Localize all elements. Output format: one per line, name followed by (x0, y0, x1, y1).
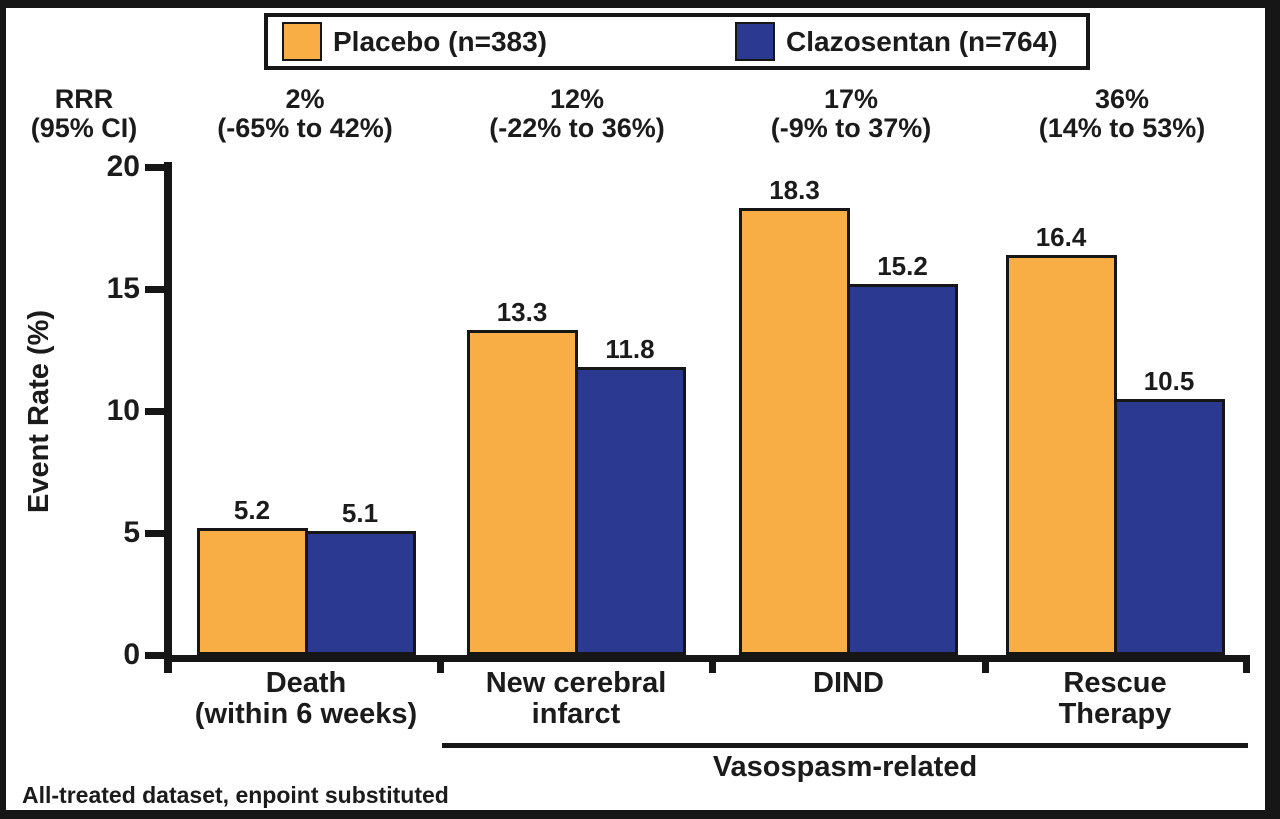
y-axis-tick-label: 20 (106, 150, 140, 183)
y-axis-tick-label: 10 (106, 394, 140, 427)
category-label: DIND (813, 667, 884, 699)
vasospasm-bracket-line (442, 743, 1248, 748)
rrr-pct: 36% (1094, 84, 1150, 114)
y-axis-tick (145, 408, 165, 415)
y-axis-tick (145, 530, 165, 537)
rrr-pct: 2% (285, 84, 325, 114)
bar-clazosentan: 11.8 (574, 334, 686, 655)
y-axis-tick (145, 164, 165, 171)
footnote: All-treated dataset, enpoint substituted (22, 782, 449, 808)
y-axis-tick-label: 0 (123, 638, 140, 671)
x-axis-line (164, 655, 1250, 662)
bar-value-label: 5.1 (341, 497, 379, 528)
bar-value-label: 13.3 (496, 297, 548, 328)
x-axis-tick (1243, 655, 1250, 673)
bar-group: 13.3 11.8 (440, 167, 712, 655)
y-axis-tick (145, 286, 165, 293)
rrr-ci: (14% to 53%) (1038, 113, 1206, 143)
y-axis-title-box: Event Rate (%) (14, 167, 66, 655)
y-axis-tick-label: 5 (123, 516, 140, 549)
bar-value-label: 18.3 (769, 175, 820, 206)
legend-label-placebo: Placebo (n=383) (333, 25, 547, 57)
bar-group: 5.2 5.1 (172, 167, 440, 655)
category-label: Rescue Therapy (1058, 667, 1172, 730)
rrr-header-line1: RRR (54, 84, 114, 114)
rrr-ci: (-9% to 37%) (770, 113, 932, 143)
legend-label-clazosentan: Clazosentan (n=764) (786, 25, 1058, 57)
rrr-value-death: 2% (-65% to 42%) (159, 85, 451, 143)
y-axis-title: Event Rate (%) (23, 309, 56, 513)
y-axis-tick-label: 15 (106, 272, 140, 305)
rrr-value-dind: 17% (-9% to 37%) (705, 85, 997, 143)
rrr-header: RRR (95% CI) (8, 85, 160, 143)
rrr-header-line2: (95% CI) (30, 113, 138, 143)
category-label: Death (within 6 weeks) (194, 667, 418, 730)
bar-value-label: 5.2 (233, 495, 271, 526)
legend-item-clazosentan: Clazosentan (n=764) (735, 17, 1058, 66)
rrr-pct: 12% (549, 84, 605, 114)
bar-clazosentan: 15.2 (847, 251, 958, 655)
rrr-value-new-cerebral-infarct: 12% (-22% to 36%) (431, 85, 723, 143)
rrr-ci: (-65% to 42%) (217, 113, 393, 143)
bar-value-label: 10.5 (1143, 365, 1195, 396)
x-axis-tick (709, 655, 716, 673)
bar-value-label: 16.4 (1035, 221, 1087, 252)
rrr-value-rescue-therapy: 36% (14% to 53%) (976, 84, 1265, 143)
legend: Placebo (n=383) Clazosentan (n=764) (264, 13, 1090, 70)
bar-placebo: 18.3 (739, 175, 850, 655)
bar-value-label: 15.2 (877, 251, 928, 282)
y-axis-line (164, 162, 172, 673)
bar-group: 18.3 15.2 (712, 167, 985, 655)
bar-placebo: 13.3 (466, 297, 578, 655)
vasospasm-bracket-label: Vasospasm-related (712, 751, 978, 783)
rrr-ci: (-22% to 36%) (489, 113, 665, 143)
placebo-swatch (282, 22, 322, 61)
rrr-pct: 17% (823, 84, 879, 114)
category-label: New cerebral infarct (485, 667, 667, 730)
bar-value-label: 11.8 (605, 334, 655, 365)
bar-placebo: 16.4 (1005, 222, 1117, 655)
x-axis-tick (437, 655, 444, 673)
plot-area: Vasospasm-related 0 5 10 15 20 5.2 5.1 Death (wi… (107, 150, 1250, 783)
bar-placebo: 5.2 (196, 495, 308, 655)
bar-clazosentan: 5.1 (304, 498, 416, 655)
legend-item-placebo: Placebo (n=383) (282, 17, 547, 66)
bar-group: 16.4 10.5 (985, 167, 1245, 655)
x-axis-tick (982, 655, 989, 673)
y-axis-tick (145, 652, 165, 659)
bar-clazosentan: 10.5 (1113, 366, 1225, 655)
clazosentan-swatch (735, 22, 775, 61)
